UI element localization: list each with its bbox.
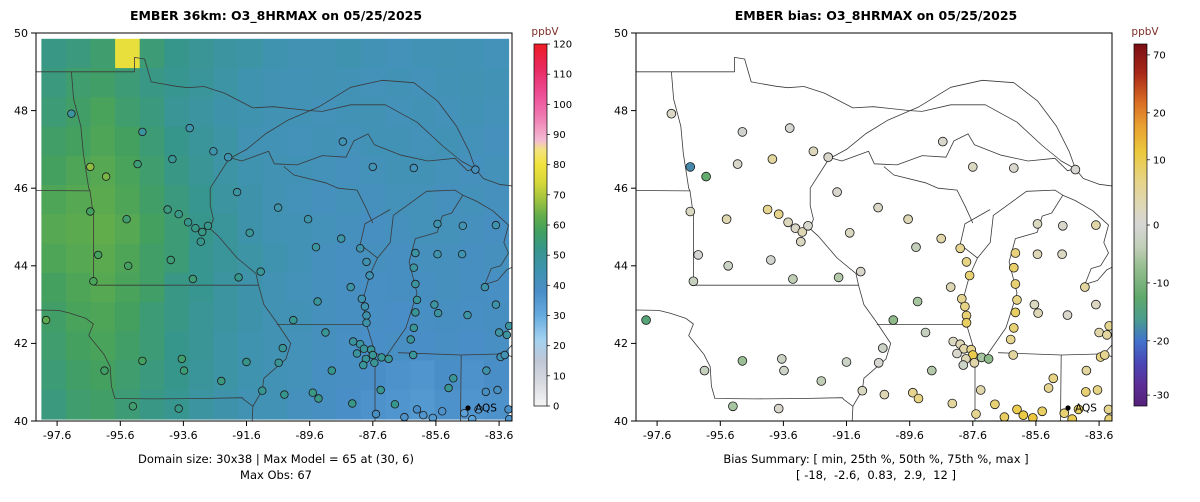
svg-text:AQS: AQS (1075, 403, 1097, 415)
svg-text:AQS: AQS (475, 403, 497, 415)
svg-text:120: 120 (553, 40, 572, 51)
plot-box (35, 32, 513, 422)
svg-text:-10: -10 (1153, 278, 1169, 289)
svg-text:-97.6: -97.6 (643, 429, 671, 442)
svg-text:42: 42 (14, 337, 28, 350)
svg-text:48: 48 (614, 104, 628, 117)
bias-station-dots (641, 108, 1112, 421)
svg-text:-85.6: -85.6 (422, 429, 450, 442)
svg-text:40: 40 (614, 415, 628, 428)
left-plot-title: EMBER 36km: O3_8HRMAX on 05/25/2025 (129, 8, 423, 23)
bias-map-panel: EMBER bias: O3_8HRMAX on 05/25/2025 -97.… (600, 0, 1200, 502)
state-borders (636, 57, 1112, 421)
aqs-legend: AQS (1065, 403, 1097, 415)
x-axis: -97.6 -95.6 -93.6 -91.6 -89.6 -87.6 -85.6 -83.6 (43, 421, 513, 442)
svg-text:20: 20 (1153, 108, 1166, 119)
x-axis: -97.6 -95.6 -93.6 -91.6 -89.6 -87.6 -85.6 -83.6 (643, 421, 1113, 442)
svg-text:40: 40 (553, 281, 566, 292)
aqs-dot-icon (465, 405, 471, 411)
svg-text:40: 40 (14, 415, 28, 428)
obs-station-dots (41, 109, 512, 421)
svg-text:100: 100 (553, 100, 572, 111)
svg-text:-87.6: -87.6 (959, 429, 987, 442)
right-plot-title: EMBER bias: O3_8HRMAX on 05/25/2025 (734, 8, 1018, 23)
svg-text:50: 50 (14, 27, 28, 40)
svg-text:44: 44 (614, 260, 628, 273)
svg-text:-95.6: -95.6 (706, 429, 734, 442)
colorbar: ppbV 70 20 10 0 -10 -20 -30 (1131, 26, 1169, 407)
svg-text:-20: -20 (1153, 336, 1169, 347)
svg-text:42: 42 (614, 337, 628, 350)
svg-text:-97.6: -97.6 (43, 429, 71, 442)
aqs-dot-icon (1065, 405, 1071, 411)
svg-text:70: 70 (553, 190, 566, 201)
svg-text:46: 46 (14, 182, 28, 195)
svg-text:0: 0 (553, 402, 559, 413)
colorbar-title: ppbV (531, 26, 559, 38)
right-caption-line2: [ -18, -2.6, 0.83, 2.9, 12 ] (796, 468, 956, 482)
aqs-legend: AQS (465, 403, 497, 415)
svg-text:-87.6: -87.6 (359, 429, 387, 442)
left-caption-line2: Max Obs: 67 (240, 468, 312, 482)
svg-text:10: 10 (1153, 155, 1166, 166)
model-map-panel: EMBER 36km: O3_8HRMAX on 05/25/2025 -97.… (14, 8, 572, 482)
left-caption-line1: Domain size: 30x38 | Max Model = 65 at (… (137, 452, 414, 466)
svg-text:110: 110 (553, 70, 572, 81)
svg-text:0: 0 (1153, 221, 1159, 232)
svg-text:80: 80 (553, 160, 566, 171)
bias-map-plot: -97.6 -95.6 -93.6 -91.6 -89.6 -87.6 -85.6 -83.6… (614, 26, 1169, 442)
svg-text:20: 20 (553, 341, 566, 352)
state-borders (36, 57, 512, 421)
svg-text:-83.6: -83.6 (485, 429, 513, 442)
svg-text:-89.6: -89.6 (295, 429, 323, 442)
svg-text:48: 48 (14, 104, 28, 117)
colorbar-title: ppbV (1131, 26, 1159, 38)
svg-text:10: 10 (553, 371, 566, 382)
colorbar: ppbV 0 10 20 30 40 50 60 70 80 90 100 110 120 (531, 26, 572, 413)
svg-text:70: 70 (1153, 50, 1166, 61)
svg-text:-83.6: -83.6 (1085, 429, 1113, 442)
right-caption-line1: Bias Summary: [ min, 25th %, 50th %, 75t… (723, 452, 1029, 466)
svg-text:46: 46 (614, 182, 628, 195)
svg-text:44: 44 (14, 260, 28, 273)
svg-text:90: 90 (553, 130, 566, 141)
svg-text:50: 50 (553, 251, 566, 262)
plot-box (635, 32, 1113, 422)
model-map-plot: -97.6 -95.6 -93.6 -91.6 -89.6 -87.6 -85.6 -83.6… (14, 26, 572, 442)
svg-text:60: 60 (553, 221, 566, 232)
svg-text:-93.6: -93.6 (769, 429, 797, 442)
svg-text:-85.6: -85.6 (1022, 429, 1050, 442)
svg-text:-95.6: -95.6 (106, 429, 134, 442)
svg-text:30: 30 (553, 311, 566, 322)
y-axis: 40 42 44 46 48 50 (14, 27, 36, 428)
y-axis: 40 42 44 46 48 50 (614, 27, 636, 428)
svg-text:50: 50 (614, 27, 628, 40)
svg-text:-93.6: -93.6 (169, 429, 197, 442)
svg-text:-91.6: -91.6 (232, 429, 260, 442)
svg-text:-89.6: -89.6 (895, 429, 923, 442)
svg-text:-91.6: -91.6 (832, 429, 860, 442)
svg-text:-30: -30 (1153, 391, 1169, 402)
